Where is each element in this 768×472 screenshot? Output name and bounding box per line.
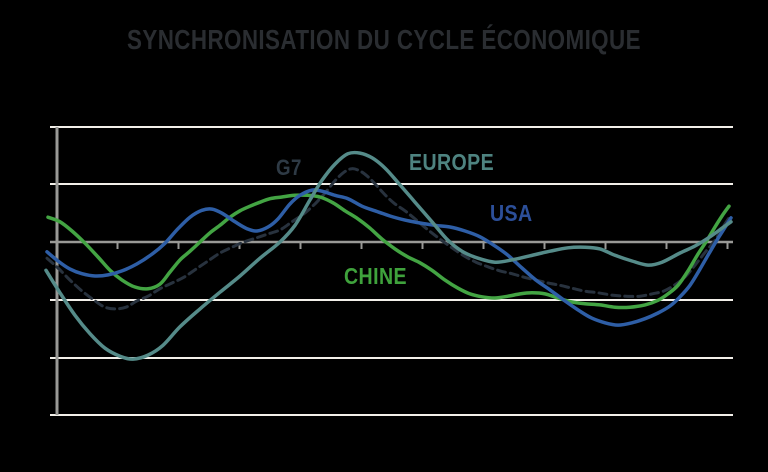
chine-line — [46, 193, 731, 310]
usa-line — [45, 188, 733, 327]
series-label-europe: EUROPE — [409, 149, 495, 175]
chart-title: SYNCHRONISATION DU CYCLE ÉCONOMIQUE — [127, 24, 641, 55]
series-label-usa: USA — [490, 200, 533, 226]
series-label-g7: G7 — [276, 155, 302, 180]
series-label-chine: CHINE — [344, 263, 407, 289]
europe-line — [44, 150, 733, 361]
series-curves — [44, 150, 733, 361]
g7-line — [45, 167, 731, 311]
